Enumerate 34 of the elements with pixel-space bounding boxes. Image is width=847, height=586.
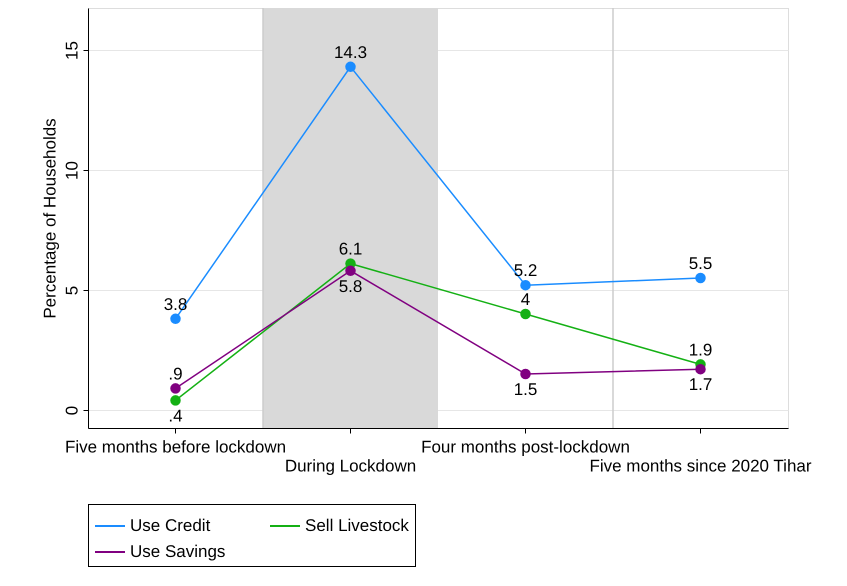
point <box>345 62 356 72</box>
point <box>170 314 181 324</box>
data-label: 5.2 <box>514 261 538 280</box>
data-label: 1.5 <box>514 380 538 399</box>
data-label: 5.5 <box>688 254 712 273</box>
point <box>170 383 181 394</box>
point <box>345 266 356 276</box>
x-tick-label: Five months since 2020 Tihar <box>589 456 812 476</box>
y-tick-label: 0 <box>62 406 82 416</box>
legend-label: Sell Livestock <box>305 516 410 535</box>
legend-label: Use Savings <box>130 542 226 561</box>
data-label: .9 <box>168 364 183 384</box>
data-label: 1.7 <box>688 375 712 394</box>
data-label: 6.1 <box>338 240 362 259</box>
point <box>520 280 531 290</box>
point <box>520 308 531 320</box>
point <box>695 272 706 284</box>
y-tick-label: 10 <box>62 161 82 180</box>
x-tick-label: Four months post-lockdown <box>421 438 630 456</box>
y-tick-label: 15 <box>62 41 82 60</box>
data-label: 1.9 <box>688 340 712 360</box>
point <box>695 364 706 374</box>
x-tick-label: During Lockdown <box>284 456 416 476</box>
data-label: .4 <box>168 406 183 426</box>
data-label: 5.8 <box>338 276 362 296</box>
data-label: 14.3 <box>334 42 368 62</box>
data-label: 4 <box>520 290 530 309</box>
x-tick-label: Five months before lockdown <box>64 438 286 456</box>
y-tick-label: 5 <box>62 286 82 296</box>
data-label: 3.8 <box>164 294 188 314</box>
point <box>170 395 181 406</box>
point <box>520 368 531 380</box>
legend-label: Use Credit <box>130 516 211 535</box>
y-axis-title: Percentage of Households <box>40 118 60 319</box>
